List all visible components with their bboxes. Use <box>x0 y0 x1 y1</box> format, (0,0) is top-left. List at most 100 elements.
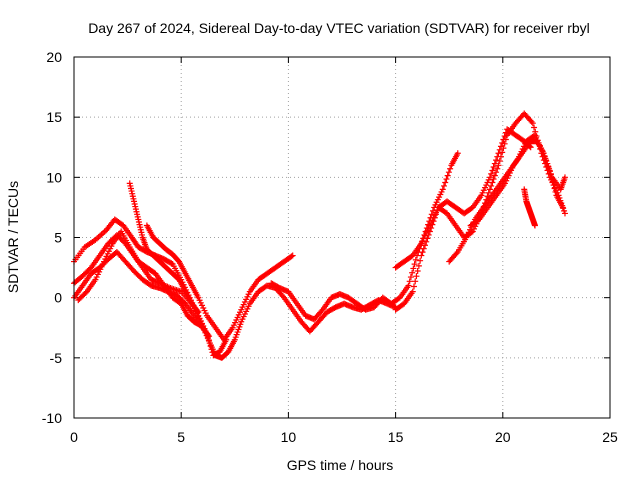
data-point <box>423 238 430 245</box>
data-point <box>494 165 501 172</box>
data-point <box>546 168 553 175</box>
data-point <box>494 153 501 160</box>
y-tick-label: 0 <box>54 290 62 306</box>
data-point <box>414 268 421 275</box>
data-point <box>445 169 452 176</box>
data-point <box>442 179 449 186</box>
data-point <box>412 278 419 285</box>
x-tick-label: 10 <box>281 429 297 445</box>
y-tick-label: 5 <box>54 230 62 246</box>
data-point <box>439 186 446 193</box>
data-point <box>500 136 507 143</box>
y-tick-label: 15 <box>46 109 62 125</box>
data-point <box>415 262 422 269</box>
data-point <box>490 164 497 171</box>
data-point <box>318 308 325 315</box>
chart-title: Day 267 of 2024, Sidereal Day-to-day VTE… <box>88 20 590 36</box>
grid-lines <box>74 57 610 418</box>
x-tick-label: 0 <box>70 429 78 445</box>
data-point <box>418 252 425 259</box>
data-point <box>447 165 454 172</box>
data-point <box>497 143 504 150</box>
data-point <box>493 169 500 176</box>
series-track-3 <box>71 248 213 340</box>
series-track-6 <box>143 222 296 343</box>
y-tick-label: 10 <box>46 169 62 185</box>
data-point <box>420 245 427 252</box>
x-tick-label: 5 <box>177 429 185 445</box>
data-point <box>488 170 495 177</box>
data-point <box>422 242 429 249</box>
data-point <box>561 210 568 217</box>
data-point <box>410 265 417 272</box>
series-track-7 <box>268 150 461 323</box>
data-point <box>206 333 213 340</box>
data-point <box>486 174 493 181</box>
series-track-9 <box>392 126 534 313</box>
x-axis-label: GPS time / hours <box>287 457 394 473</box>
data-point <box>531 124 538 131</box>
x-tick-label: 20 <box>495 429 511 445</box>
data-point <box>490 176 497 183</box>
data-point <box>453 250 460 257</box>
data-point <box>529 120 536 127</box>
y-axis-label: SDTVAR / TECUs <box>5 181 21 293</box>
data-point <box>488 182 495 189</box>
data-point <box>495 162 502 169</box>
y-tick-label: -5 <box>50 350 63 366</box>
data-point <box>433 211 440 218</box>
data-point <box>496 146 503 153</box>
x-tick-label: 15 <box>388 429 404 445</box>
data-point <box>288 253 295 260</box>
data-point <box>547 171 554 178</box>
data-point <box>552 188 559 195</box>
data-point <box>495 150 502 157</box>
data-point <box>417 257 424 264</box>
data-point <box>548 175 555 182</box>
data-point <box>409 269 416 276</box>
data-point <box>279 293 286 300</box>
data-point <box>491 172 498 179</box>
data-point <box>499 139 506 146</box>
series-track-12 <box>521 186 538 229</box>
data-point <box>195 309 202 316</box>
series-track-11 <box>467 138 566 229</box>
plot-frame <box>73 56 611 419</box>
series-track-4 <box>75 228 204 329</box>
data-point <box>485 189 492 196</box>
data-point <box>411 261 418 268</box>
y-tick-label: -10 <box>42 410 62 426</box>
data-point <box>531 222 538 229</box>
data-point <box>205 331 212 338</box>
data-point <box>443 176 450 183</box>
data-point <box>528 118 535 125</box>
series-track-5 <box>126 180 202 316</box>
data-point <box>430 218 437 225</box>
x-tick-label: 25 <box>602 429 618 445</box>
data-point <box>407 274 414 281</box>
data-point <box>405 282 412 289</box>
data-point <box>501 133 508 140</box>
data-point <box>559 204 566 211</box>
y-tick-label: 20 <box>46 49 62 65</box>
data-point <box>496 158 503 165</box>
data-point <box>409 288 416 295</box>
data-point <box>551 185 558 192</box>
data-point <box>429 221 436 228</box>
axis-ticks: 0 5 10 15 20 25 -10 -5 0 5 10 15 20 <box>42 49 618 445</box>
data-point <box>431 214 438 221</box>
data-point <box>406 278 413 285</box>
data-point <box>440 182 447 189</box>
data-point <box>197 322 204 329</box>
data-point <box>425 231 432 238</box>
data-point <box>194 307 201 314</box>
data-point <box>493 157 500 164</box>
data-point <box>550 182 557 189</box>
data-point <box>412 256 419 263</box>
data-point <box>426 228 433 235</box>
data-point <box>486 186 493 193</box>
data-point <box>489 167 496 174</box>
data-point <box>561 174 568 181</box>
